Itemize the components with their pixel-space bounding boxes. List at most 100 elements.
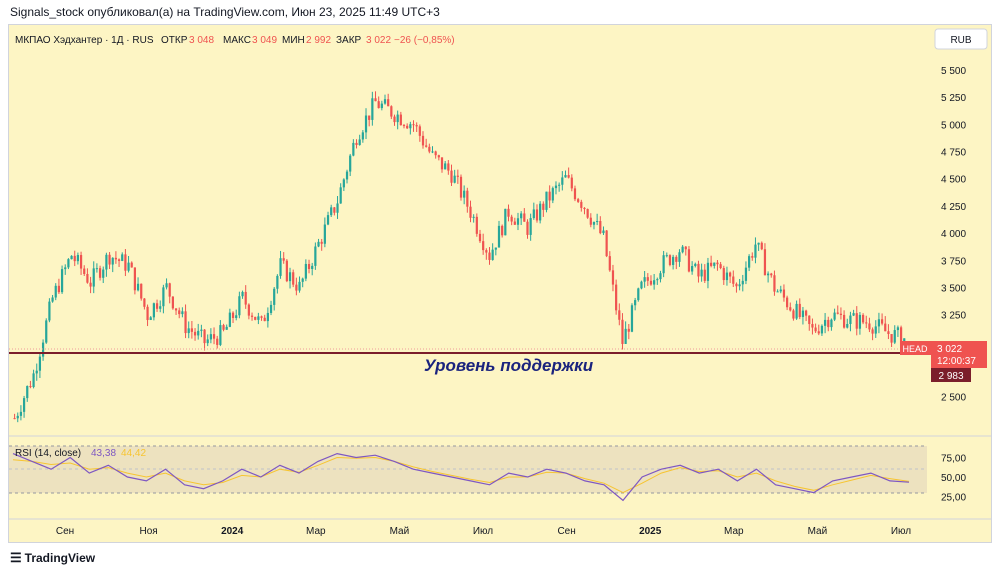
candle: [250, 312, 254, 321]
candle: [602, 226, 605, 235]
rsi-tick-label: 50,00: [941, 473, 966, 484]
candle: [494, 247, 497, 256]
candle: [216, 335, 219, 349]
candle: [73, 250, 76, 267]
candle: [228, 308, 231, 328]
chart-frame[interactable]: МКПАО Хэдхантер · 1Д · RUS ОТКР 3 048 МА…: [8, 24, 992, 543]
open-value: 3 048: [189, 35, 214, 46]
time-axis[interactable]: Сен Ноя 2024 Мар Май Июл Сен 2025 Мар Май Июл: [9, 518, 992, 537]
tradingview-logo[interactable]: ☰ TradingView: [10, 550, 95, 566]
time-tick-label: Сен: [56, 526, 74, 537]
price-axis[interactable]: 5 500 5 250 5 000 4 750 4 500 4 250 4 000 3 750…: [941, 66, 966, 403]
candle: [732, 270, 735, 287]
candle-body: [738, 284, 741, 287]
candle: [197, 323, 200, 340]
candle-body: [710, 262, 713, 266]
candle-body: [899, 327, 903, 346]
candle: [478, 229, 482, 243]
candle: [307, 259, 311, 274]
candle-body: [79, 255, 83, 269]
candle-body: [773, 275, 776, 292]
last-price-badge: 3 022 12:00:37: [931, 341, 987, 368]
candle-body: [627, 328, 630, 332]
candle-body: [456, 175, 459, 177]
time-tick-label: 2025: [639, 526, 662, 537]
candle: [16, 412, 19, 423]
candle-body: [596, 221, 599, 223]
candle: [852, 309, 855, 317]
candle: [510, 214, 513, 226]
candle-body: [757, 242, 760, 245]
candle-body: [751, 256, 754, 258]
open-label: ОТКР: [161, 35, 188, 46]
candle: [649, 275, 653, 286]
candle: [827, 316, 830, 332]
candle-body: [418, 126, 421, 136]
candle-body: [779, 289, 782, 292]
currency-button[interactable]: RUB: [934, 28, 988, 50]
candle-body: [523, 213, 526, 222]
brand-name: TradingView: [24, 551, 96, 565]
candle: [877, 312, 881, 334]
candle-body: [149, 317, 152, 321]
candle: [472, 214, 475, 223]
candle-body: [440, 157, 444, 170]
price-tick-label: 3 750: [941, 256, 966, 267]
symbol-legend: МКПАО Хэдхантер · 1Д · RUS ОТКР 3 048 МА…: [15, 35, 455, 46]
candle-body: [767, 273, 770, 276]
candle-body: [608, 256, 611, 271]
candle-body: [637, 288, 640, 301]
candle-body: [754, 244, 757, 258]
candle: [330, 204, 333, 217]
candle: [611, 264, 615, 292]
candle: [168, 282, 171, 304]
candle: [548, 185, 551, 208]
candle: [418, 124, 421, 142]
candle-body: [295, 284, 298, 291]
candle: [187, 321, 190, 339]
candle: [586, 208, 589, 219]
candle: [795, 300, 798, 320]
candle: [184, 304, 187, 339]
candle: [98, 265, 102, 281]
candle-body: [836, 312, 839, 314]
candle: [393, 114, 396, 126]
candle-body: [254, 316, 257, 320]
candle-body: [602, 230, 605, 234]
candlestick-chart[interactable]: МКПАО Хэдхантер · 1Д · RUS ОТКР 3 048 МА…: [9, 25, 992, 543]
candle: [339, 183, 342, 204]
candle: [133, 267, 137, 295]
candle-body: [184, 311, 187, 334]
candle-body: [190, 328, 193, 332]
candle-body: [687, 249, 691, 272]
candle: [672, 254, 675, 270]
candle: [231, 311, 235, 324]
candle: [618, 303, 621, 326]
candle: [823, 313, 827, 334]
candle: [697, 260, 700, 283]
rsi-pane[interactable]: RSI (14, close) 43,38 44,42: [9, 435, 992, 502]
candle-body: [266, 312, 269, 322]
candle: [738, 278, 741, 291]
candle-body: [501, 225, 504, 236]
candle: [241, 290, 244, 299]
candle: [896, 325, 900, 337]
countdown-value: 12:00:37: [937, 356, 976, 367]
candle: [358, 134, 361, 146]
candle: [415, 122, 418, 133]
candle-body: [238, 296, 241, 316]
candle: [193, 328, 197, 341]
candle: [342, 178, 345, 192]
candle-body: [516, 218, 520, 225]
candle-body: [760, 242, 763, 250]
candle: [257, 312, 260, 325]
close-value: 3 022: [366, 35, 391, 46]
rsi-tick-label: 75,00: [941, 454, 966, 465]
rsi-axis[interactable]: 75,00 50,00 25,00: [941, 454, 966, 504]
candle: [545, 191, 548, 213]
candle: [209, 328, 212, 344]
candle: [887, 324, 890, 340]
candle-body: [554, 185, 558, 189]
candle-body: [592, 222, 596, 225]
candle-body: [387, 99, 390, 107]
